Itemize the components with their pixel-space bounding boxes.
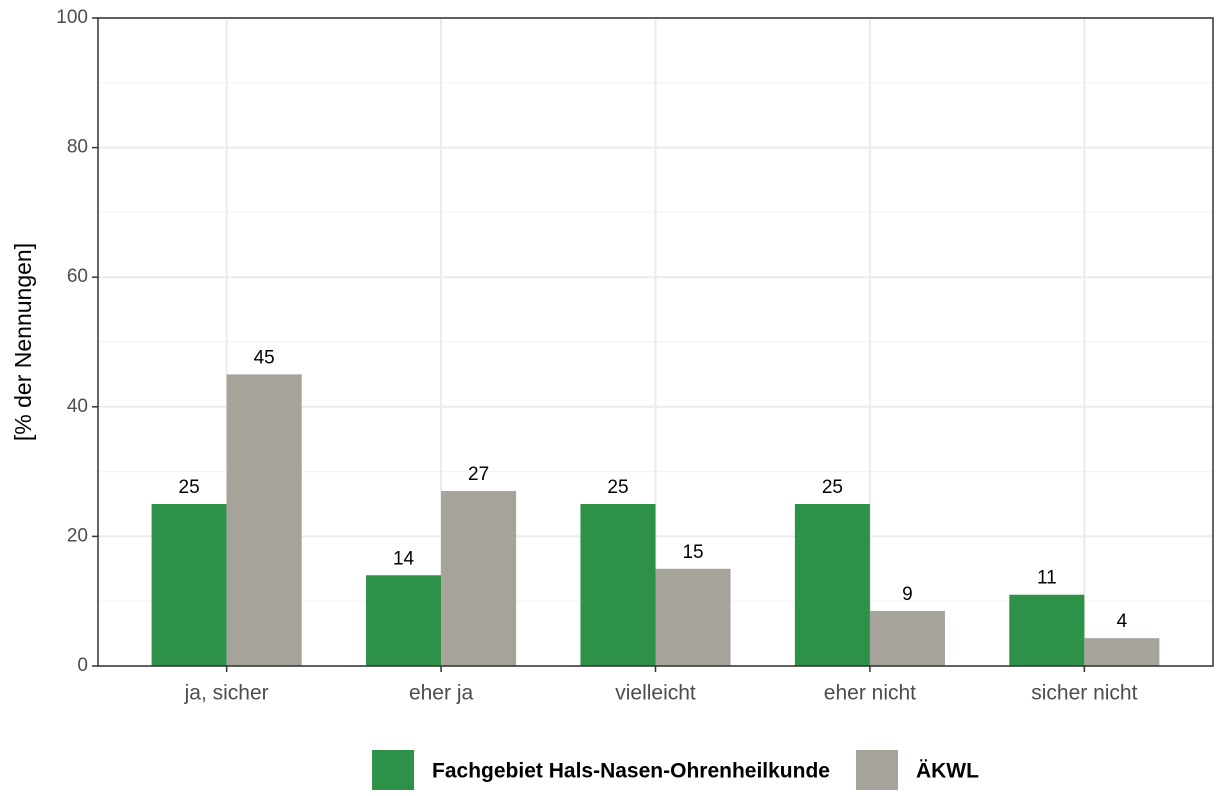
x-tick-label: vielleicht	[615, 682, 696, 705]
value-label: 25	[607, 477, 628, 498]
bar	[655, 568, 731, 666]
y-tick-label: 100	[56, 7, 88, 28]
x-tick-label: ja, sicher	[184, 682, 269, 705]
bar	[1009, 594, 1085, 666]
value-label: 14	[393, 548, 415, 569]
legend-item: Fachgebiet Hals-Nasen-Ohrenheilkunde	[372, 750, 830, 790]
y-tick-label: 40	[67, 396, 88, 417]
y-tick-label: 0	[77, 655, 88, 676]
value-label: 25	[822, 477, 843, 498]
x-tick-label: eher ja	[409, 682, 474, 705]
value-label: 25	[179, 477, 200, 498]
bar	[1084, 638, 1160, 666]
bar	[441, 491, 517, 666]
x-tick-label: sicher nicht	[1031, 682, 1137, 705]
value-label: 9	[902, 584, 913, 605]
value-label: 27	[468, 464, 489, 485]
plot-border	[97, 17, 1214, 667]
value-label: 11	[1037, 568, 1057, 589]
legend-label: Fachgebiet Hals-Nasen-Ohrenheilkunde	[432, 760, 830, 783]
legend-label: ÄKWL	[916, 760, 979, 783]
bar	[794, 504, 870, 666]
bar	[580, 504, 656, 666]
y-tick-label: 60	[67, 266, 88, 287]
value-label: 4	[1117, 611, 1128, 632]
legend-swatch	[372, 750, 415, 790]
x-tick-label: eher nicht	[824, 682, 916, 705]
bar	[869, 610, 945, 666]
y-tick-label: 20	[67, 525, 88, 546]
legend-swatch	[855, 750, 898, 790]
bar	[151, 504, 227, 666]
legend-item: ÄKWL	[855, 750, 979, 790]
bar	[226, 374, 302, 666]
value-label: 45	[254, 347, 275, 368]
bar	[366, 575, 442, 666]
value-label: 15	[682, 542, 703, 563]
y-axis-label: [% der Nennungen]	[10, 243, 36, 441]
y-tick-label: 80	[67, 137, 88, 158]
